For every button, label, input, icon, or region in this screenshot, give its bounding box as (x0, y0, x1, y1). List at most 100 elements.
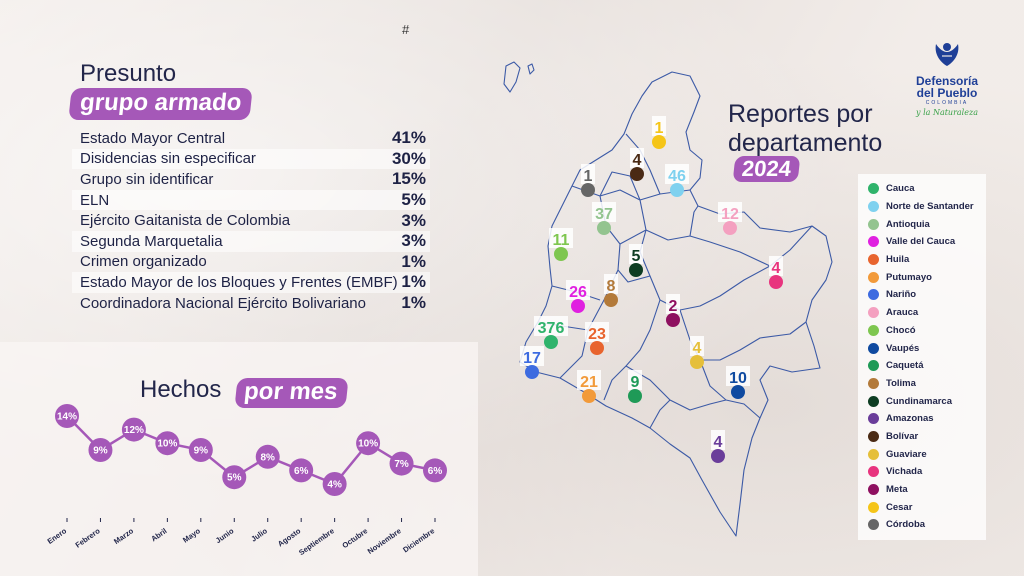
group-percentage: 30% (391, 148, 426, 168)
legend-label: Córdoba (886, 519, 926, 531)
marker-value: 4 (693, 340, 702, 357)
marker-dot (731, 385, 745, 399)
legend-swatch (868, 254, 879, 266)
marker-value: 1 (655, 120, 664, 137)
reports-title-line1: Reportes por (728, 100, 873, 128)
map-marker: 9 (628, 370, 642, 403)
group-row: Coordinadora Nacional Ejército Bolivaria… (72, 293, 430, 314)
legend-swatch (868, 289, 879, 301)
group-row: Grupo sin identificar 15% (72, 169, 430, 190)
map-marker: 46 (665, 164, 689, 197)
marker-label-bg (690, 336, 704, 356)
legend-label: Valle del Cauca (886, 236, 956, 248)
group-percentage: 3% (401, 231, 426, 251)
month-point (389, 451, 414, 476)
marker-dot (597, 221, 611, 235)
marker-value: 4 (714, 434, 723, 451)
group-percentage: 15% (391, 169, 426, 189)
legend-item: Córdoba (868, 516, 986, 534)
group-row: Segunda Marquetalia 3% (72, 230, 430, 252)
marker-label-bg (769, 256, 783, 276)
legend-swatch (868, 271, 879, 283)
legend-swatch (868, 236, 879, 248)
month-point (222, 465, 247, 490)
month-point (423, 458, 447, 483)
group-name: Estado Mayor de los Bloques y Frentes (E… (80, 273, 398, 291)
marker-label-bg (665, 164, 689, 184)
group-name: Ejército Gaitanista de Colombia (80, 212, 291, 230)
reports-title-line2: departamento (728, 129, 883, 157)
map-islands (503, 61, 521, 93)
group-name: Crimen organizado (80, 253, 207, 271)
marker-label-bg (585, 322, 609, 342)
map-marker: 37 (592, 202, 616, 235)
group-percentage: 5% (401, 190, 426, 210)
groups-list: Estado Mayor Central 41% Disidencias sin e… (72, 128, 430, 313)
legend-label: Nariño (886, 289, 917, 301)
map-marker: 8 (604, 274, 618, 307)
marker-dot (670, 183, 684, 197)
legend-item: Cauca (868, 180, 986, 198)
logo-tagline: y la Naturaleza (916, 108, 978, 117)
group-percentage: 3% (401, 210, 426, 230)
legend-item: Vaupés (868, 339, 986, 357)
marker-dot (571, 299, 585, 313)
month-point (55, 404, 79, 428)
marker-label-bg (566, 280, 590, 300)
month-value-label: 14% (57, 412, 77, 423)
monthly-line-chart: Enero Febrero Marzo Abril Mayo Junio Julio Agos… (46, 404, 447, 557)
legend-label: Chocó (886, 324, 916, 336)
legend-item: Huila (868, 251, 986, 269)
legend-item: Cundinamarca (868, 392, 986, 410)
marker-dot (581, 183, 595, 197)
marker-label-bg (577, 370, 601, 390)
marker-dot (723, 221, 737, 235)
legend-label: Cauca (886, 183, 915, 195)
marker-value: 11 (553, 232, 570, 249)
legend-swatch (868, 377, 879, 389)
marker-label-bg (549, 228, 573, 248)
marker-dot (629, 263, 643, 277)
marker-value: 37 (595, 206, 613, 223)
group-name: Grupo sin identificar (80, 170, 214, 188)
map-marker: 1 (581, 164, 595, 197)
legend-item: Caquetá (868, 357, 986, 375)
legend-label: Bolívar (886, 430, 919, 442)
legend-label: Guaviare (886, 448, 927, 460)
group-row: ELN 5% (72, 189, 430, 211)
month-value-label: 7% (394, 459, 409, 470)
month-point (255, 444, 280, 469)
legend-item: Nariño (868, 286, 986, 304)
map-marker: 23 (585, 322, 609, 355)
legend-swatch (868, 183, 879, 195)
legend-item: Putumayo (868, 268, 986, 286)
legend-item: Cesar (868, 498, 986, 516)
marker-value: 10 (729, 370, 747, 387)
marker-dot (666, 313, 680, 327)
month-value-label: 10% (358, 439, 378, 450)
legend-label: Caquetá (886, 360, 924, 372)
map-marker: 5 (629, 244, 643, 277)
defensoria-logo: Defensoría del Pueblo COLOMBIA y la Natu… (912, 36, 982, 117)
marker-label-bg (581, 164, 595, 184)
group-name: Coordinadora Nacional Ejército Bolivaria… (80, 294, 366, 312)
legend-swatch (868, 201, 879, 213)
marker-value: 12 (721, 206, 739, 223)
month-value-label: 6% (428, 466, 443, 477)
legend-label: Amazonas (886, 413, 934, 425)
map-marker: 11 (549, 228, 573, 261)
month-value-label: 12% (124, 425, 144, 436)
marker-value: 4 (633, 152, 642, 169)
legend-swatch (868, 501, 879, 513)
marker-label-bg (592, 202, 616, 222)
legend-label: Cundinamarca (886, 395, 952, 407)
legend-item: Amazonas (868, 410, 986, 428)
logo-line2: del Pueblo (916, 86, 978, 100)
marker-dot (630, 167, 644, 181)
marker-label-bg (711, 430, 725, 450)
marker-value: 21 (580, 374, 598, 391)
legend-label: Huila (886, 254, 910, 266)
legend-item: Guaviare (868, 445, 986, 463)
